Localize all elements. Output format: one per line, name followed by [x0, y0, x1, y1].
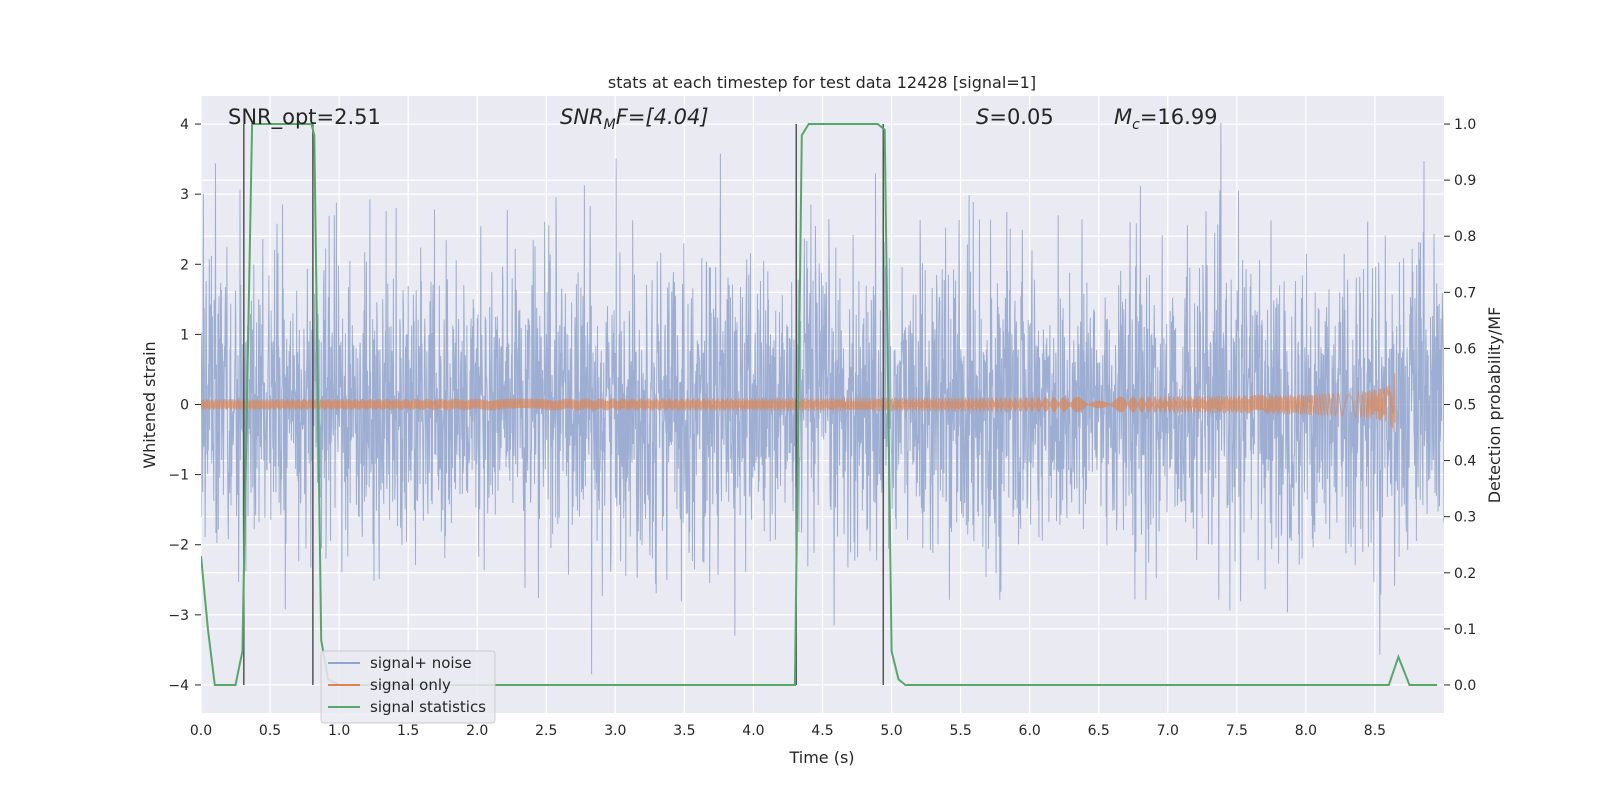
- y-tick-label: 4: [180, 117, 189, 133]
- y-tick-label: −3: [168, 608, 189, 624]
- x-tick-label: 2.5: [535, 723, 557, 739]
- x-tick-label: 4.0: [742, 723, 764, 739]
- snr-mf-tail: F=[4.04]: [616, 105, 709, 129]
- chart-title: stats at each timestep for test data 124…: [608, 73, 1036, 92]
- snr-mf-sub: M: [604, 117, 616, 133]
- y-tick-label: 2: [180, 257, 189, 273]
- y-right-tick-label: 0.3: [1454, 510, 1476, 526]
- snr-mf-base: SNR: [560, 105, 604, 129]
- x-tick-label: 1.5: [397, 723, 419, 739]
- y-right-tick-labels: 1.0 0.9 0.8 0.7 0.6 0.5 0.4 0.3 0.2 0.1 0.0: [1444, 117, 1476, 694]
- x-tick-label: 5.5: [949, 723, 971, 739]
- s-base: S: [976, 105, 989, 129]
- y-right-tick-label: 0.4: [1454, 454, 1476, 470]
- x-tick-label: 3.0: [604, 723, 626, 739]
- legend-label-signal-statistics: signal statistics: [370, 698, 486, 716]
- s-tail: =0.05: [989, 105, 1053, 129]
- legend-label-signal-only: signal only: [370, 676, 451, 694]
- y-right-tick-label: 0.2: [1454, 566, 1476, 582]
- x-tick-label: 3.5: [673, 723, 695, 739]
- y-tick-label: −2: [168, 538, 189, 554]
- x-tick-label: 0.0: [190, 723, 212, 739]
- y-right-tick-label: 0.6: [1454, 341, 1476, 357]
- x-tick-label: 0.5: [259, 723, 281, 739]
- y-tick-label: −1: [168, 468, 189, 484]
- y-right-tick-label: 0.1: [1454, 622, 1476, 638]
- mc-sub: c: [1132, 117, 1140, 133]
- y-tick-labels: 4 3 2 1 0 −1 −2 −3 −4: [168, 117, 201, 694]
- x-tick-label: 8.5: [1364, 723, 1386, 739]
- y-right-tick-label: 0.0: [1454, 678, 1476, 694]
- x-tick-label: 1.0: [328, 723, 350, 739]
- y-right-tick-label: 0.9: [1454, 173, 1476, 189]
- y-tick-label: 0: [180, 398, 189, 414]
- legend: signal+ noise signal only signal statist…: [320, 650, 496, 724]
- y-tick-label: 1: [180, 327, 189, 343]
- signal-noise-line: [201, 122, 1444, 675]
- mc-tail: =16.99: [1140, 105, 1218, 129]
- x-tick-labels: 0.0 0.5 1.0 1.5 2.0 2.5 3.0 3.5 4.0 4.5 5.0 5.5 6.0 6…: [190, 723, 1386, 739]
- y-right-tick-label: 0.7: [1454, 285, 1476, 301]
- x-tick-label: 5.0: [880, 723, 902, 739]
- y-right-tick-label: 0.8: [1454, 229, 1476, 245]
- legend-label-signal-noise: signal+ noise: [370, 654, 472, 672]
- x-axis-label: Time (s): [788, 748, 854, 767]
- annotation-snr-mf: SNRMF=[4.04]: [560, 105, 709, 133]
- y-tick-label: 3: [180, 187, 189, 203]
- mc-base: M: [1114, 105, 1132, 129]
- x-tick-label: 6.0: [1019, 723, 1041, 739]
- y-right-axis-label: Detection probability/MF: [1485, 307, 1504, 504]
- y-right-tick-label: 0.5: [1454, 398, 1476, 414]
- y-tick-label: −4: [168, 678, 189, 694]
- x-tick-label: 4.5: [811, 723, 833, 739]
- signal-statistics-line: [201, 123, 1438, 686]
- x-tick-label: 2.0: [466, 723, 488, 739]
- annotation-s: S=0.05: [976, 105, 1054, 129]
- annotation-mc: Mc=16.99: [1114, 105, 1218, 133]
- series-signal-noise: [201, 122, 1444, 675]
- annotation-snr-opt: SNR_opt=2.51: [228, 105, 381, 130]
- x-tick-label: 7.0: [1157, 723, 1179, 739]
- x-tick-label: 7.5: [1226, 723, 1248, 739]
- x-tick-label: 8.0: [1295, 723, 1317, 739]
- series-signal-statistics: [201, 123, 1438, 686]
- y-axis-label: Whitened strain: [140, 341, 159, 468]
- y-right-tick-label: 1.0: [1454, 117, 1476, 133]
- legend-box: [320, 650, 496, 724]
- x-tick-label: 6.5: [1088, 723, 1110, 739]
